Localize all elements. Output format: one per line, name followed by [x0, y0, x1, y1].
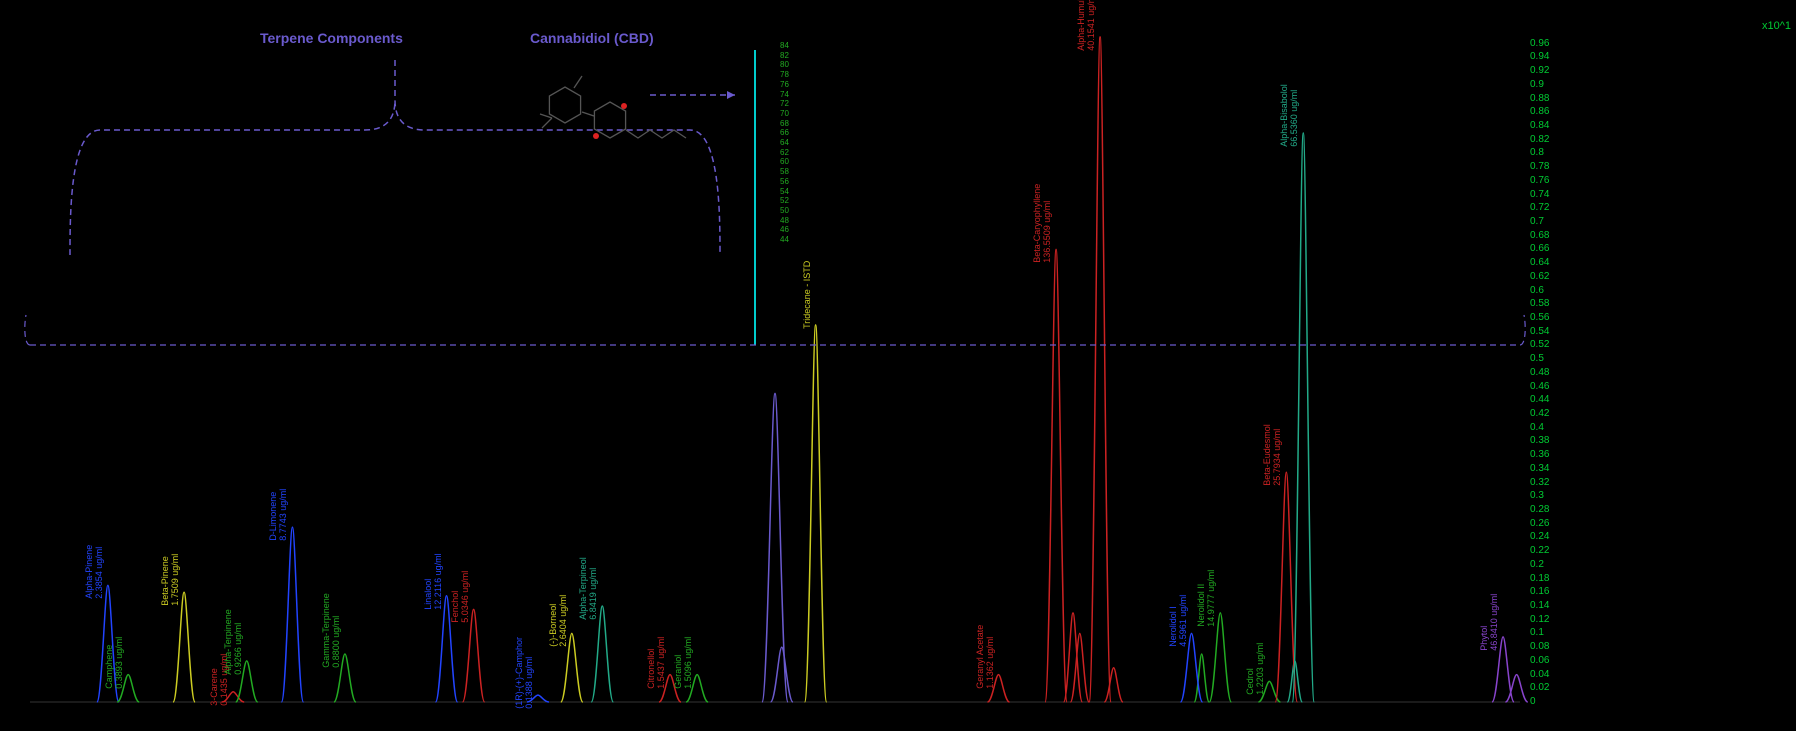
y-tick-label: 0.64	[1530, 257, 1549, 268]
y-tick-label: 0.56	[1530, 312, 1549, 323]
y-tick-label: 0.16	[1530, 586, 1549, 597]
istd-scale-value: 50	[780, 206, 789, 215]
y-tick-label: 0.58	[1530, 298, 1549, 309]
peak-label: Fenchol 5.0346 ug/ml	[451, 571, 471, 623]
y-tick-label: 0.78	[1530, 161, 1549, 172]
y-tick-label: 0.54	[1530, 326, 1549, 337]
y-tick-label: 0.74	[1530, 189, 1549, 200]
y-tick-label: 0.94	[1530, 51, 1549, 62]
istd-scale-value: 64	[780, 138, 789, 147]
y-tick-label: 0.12	[1530, 614, 1549, 625]
y-tick-label: 0.3	[1530, 490, 1544, 501]
y-tick-label: 0.1	[1530, 627, 1544, 638]
peak-label: Beta-Caryophyllene 136.5509 ug/ml	[1033, 184, 1053, 263]
istd-scale-value: 72	[780, 99, 789, 108]
peak-label: Nerolidol II 14.9777 ug/ml	[1198, 570, 1218, 627]
y-tick-label: 0.86	[1530, 106, 1549, 117]
istd-scale-value: 56	[780, 177, 789, 186]
peak-label: Nerolidol I 4.5961 ug/ml	[1169, 595, 1189, 647]
cbd-title: Cannabidiol (CBD)	[530, 30, 654, 46]
y-tick-label: 0.88	[1530, 93, 1549, 104]
istd-scale-value: 60	[780, 157, 789, 166]
y-tick-label: 0.72	[1530, 202, 1549, 213]
y-tick-label: 0.44	[1530, 394, 1549, 405]
y-exponent: x10^1	[1762, 20, 1791, 32]
istd-scale-value: 48	[780, 216, 789, 225]
istd-scale-value: 52	[780, 196, 789, 205]
istd-scale-value: 70	[780, 109, 789, 118]
y-tick-label: 0.42	[1530, 408, 1549, 419]
peak-label: D-Limonene 8.7743 ug/ml	[270, 489, 290, 541]
y-tick-label: 0.84	[1530, 120, 1549, 131]
y-tick-label: 0.66	[1530, 243, 1549, 254]
peak-label: Citronellol 1.5437 ug/ml	[647, 636, 667, 688]
chromatogram-plot: Terpene Components Cannabidiol (CBD) x10…	[0, 0, 1796, 731]
peak-label: Camphene 0.3893 ug/ml	[105, 636, 125, 688]
y-tick-label: 0.68	[1530, 230, 1549, 241]
istd-scale-value: 58	[780, 167, 789, 176]
peak-label: Alpha-Terpinene 0.9266 ug/ml	[224, 609, 244, 675]
istd-scale-value: 82	[780, 51, 789, 60]
peak-label: Cedrol 1.2203 ug/ml	[1247, 643, 1267, 695]
y-tick-label: 0.38	[1530, 435, 1549, 446]
istd-scale-value: 74	[780, 90, 789, 99]
y-tick-label: 0.52	[1530, 339, 1549, 350]
y-tick-label: 0.48	[1530, 367, 1549, 378]
istd-scale-value: 66	[780, 128, 789, 137]
peak-label: Beta-Eudesmol 25.7934 ug/ml	[1264, 425, 1284, 487]
y-tick-label: 0.28	[1530, 504, 1549, 515]
peak-label: (-)-Borneol 2.6404 ug/ml	[549, 595, 569, 647]
peak-label: Geranyl Acetate 1.1362 ug/ml	[976, 624, 996, 688]
y-tick-label: 0.22	[1530, 545, 1549, 556]
istd-scale-value: 46	[780, 225, 789, 234]
y-tick-label: 0.32	[1530, 477, 1549, 488]
y-tick-label: 0.04	[1530, 669, 1549, 680]
y-tick-label: 0	[1530, 696, 1536, 707]
y-tick-label: 0.46	[1530, 381, 1549, 392]
y-tick-label: 0.02	[1530, 682, 1549, 693]
y-tick-label: 0.2	[1530, 559, 1544, 570]
y-tick-label: 0.62	[1530, 271, 1549, 282]
y-tick-label: 0.06	[1530, 655, 1549, 666]
terpene-title: Terpene Components	[260, 30, 403, 46]
peak-label: Tridecane - ISTD	[803, 261, 813, 329]
y-tick-label: 0.76	[1530, 175, 1549, 186]
y-tick-label: 0.6	[1530, 285, 1544, 296]
peak-label: (1R)-(+)-Camphor 0.1388 ug/ml	[515, 637, 535, 709]
istd-scale-value: 78	[780, 70, 789, 79]
y-tick-label: 0.24	[1530, 531, 1549, 542]
peak-label: Gamma-Terpinene 0.8800 ug/ml	[322, 593, 342, 668]
istd-scale-value: 62	[780, 148, 789, 157]
y-tick-label: 0.08	[1530, 641, 1549, 652]
y-tick-label: 0.9	[1530, 79, 1544, 90]
peak-label: Geraniol 1.5096 ug/ml	[674, 636, 694, 688]
y-tick-label: 0.5	[1530, 353, 1544, 364]
peak-label: Phytol 46.8410 ug/ml	[1480, 594, 1500, 651]
peak-label: Alpha-Humulene 40.1541 ug/ml	[1077, 0, 1097, 51]
y-tick-label: 0.7	[1530, 216, 1544, 227]
peak-label: Alpha-Terpineol 6.8419 ug/ml	[580, 557, 600, 620]
istd-scale-value: 76	[780, 80, 789, 89]
y-tick-label: 0.96	[1530, 38, 1549, 49]
istd-scale-value: 54	[780, 187, 789, 196]
istd-scale-value: 68	[780, 119, 789, 128]
plot-canvas	[0, 0, 1796, 731]
y-tick-label: 0.4	[1530, 422, 1544, 433]
istd-scale-value: 44	[780, 235, 789, 244]
peak-label: Alpha-Bisabolol 66.5360 ug/ml	[1280, 84, 1300, 147]
istd-scale-value: 80	[780, 60, 789, 69]
y-tick-label: 0.92	[1530, 65, 1549, 76]
y-tick-label: 0.8	[1530, 147, 1544, 158]
peak-label: Linalool 12.2116 ug/ml	[424, 553, 444, 609]
peak-label: Alpha-Pinene 2.3854 ug/ml	[85, 545, 105, 599]
y-tick-label: 0.18	[1530, 573, 1549, 584]
peak-label: Beta-Pinene 1.7509 ug/ml	[161, 554, 181, 606]
y-tick-label: 0.82	[1530, 134, 1549, 145]
istd-scale-value: 84	[780, 41, 789, 50]
y-tick-label: 0.26	[1530, 518, 1549, 529]
y-tick-label: 0.36	[1530, 449, 1549, 460]
y-tick-label: 0.34	[1530, 463, 1549, 474]
y-tick-label: 0.14	[1530, 600, 1549, 611]
